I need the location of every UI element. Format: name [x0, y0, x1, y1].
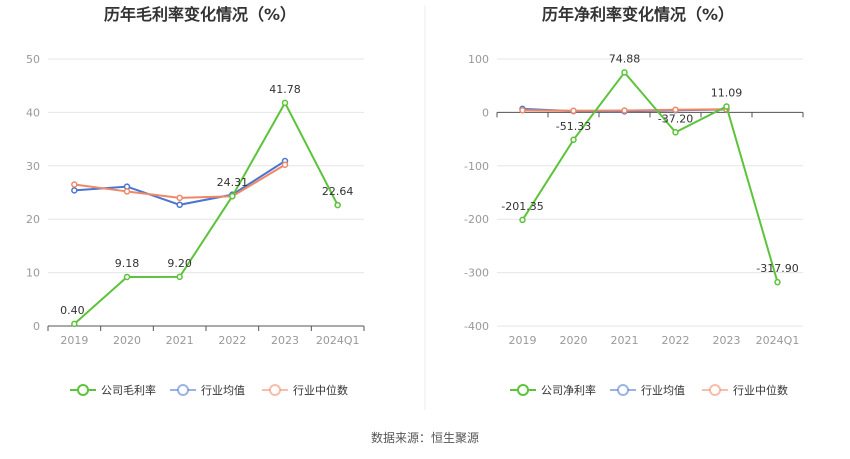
data-label: 24.31	[217, 176, 249, 189]
data-point	[774, 278, 781, 286]
data-point	[176, 194, 183, 202]
legend-swatch-marker	[177, 384, 189, 396]
legend-item: 行业均值	[170, 384, 245, 397]
x-tick-label: 2021	[166, 334, 194, 347]
legend-item: 行业中位数	[702, 383, 788, 397]
data-label: -201.35	[501, 200, 543, 213]
data-point	[71, 187, 78, 194]
y-tick-label: 0	[482, 106, 489, 119]
chart-title: 历年净利率变化情况（%）	[542, 5, 734, 24]
data-label: 0.40	[60, 304, 85, 317]
y-tick-label: -300	[464, 267, 489, 280]
data-point	[672, 129, 679, 136]
x-tick-label: 2024Q1	[316, 334, 360, 347]
x-tick-label: 2022	[218, 334, 246, 347]
data-label: -51.33	[556, 120, 591, 133]
data-label: 9.18	[115, 257, 140, 270]
x-tick-label: 2023	[713, 334, 741, 347]
legend-swatch-marker	[517, 384, 529, 396]
series-line	[73, 100, 339, 325]
y-tick-label: -100	[464, 160, 489, 173]
net-margin-chart: 历年净利率变化情况（%） -400 -300 -200 -100 0 100 2019 2020…	[464, 5, 804, 397]
data-point	[123, 188, 131, 195]
data-point	[519, 107, 526, 114]
data-label: 9.20	[167, 257, 192, 270]
data-label: 22.64	[322, 185, 354, 198]
chart-title: 历年毛利率变化情况（%）	[104, 5, 296, 24]
data-point	[229, 192, 236, 200]
data-point	[570, 107, 577, 115]
x-tick-label: 2023	[271, 334, 299, 347]
data-point	[123, 273, 131, 281]
y-tick-label: -400	[464, 320, 489, 333]
x-tick-label: 2019	[60, 334, 88, 347]
legend-swatch-marker	[77, 384, 89, 396]
data-label: -37.20	[658, 112, 693, 125]
data-point	[570, 136, 577, 144]
legend-swatch-marker	[709, 384, 721, 396]
x-tick-label: 2020	[560, 334, 588, 347]
legend-item: 行业中位数	[262, 383, 348, 397]
series-line	[521, 70, 779, 283]
y-tick-label: 50	[26, 53, 40, 66]
legend-label: 行业中位数	[733, 383, 788, 397]
data-point	[71, 320, 78, 328]
data-label: 74.88	[609, 52, 641, 65]
x-tick-label: 2024Q1	[756, 334, 800, 347]
y-tick-label: 0	[33, 320, 40, 333]
data-point	[519, 216, 526, 224]
legend-label: 公司毛利率	[101, 383, 156, 397]
x-tick-label: 2021	[611, 334, 639, 347]
data-label: -317.90	[756, 262, 798, 275]
legend-label: 公司净利率	[541, 383, 596, 397]
data-point	[672, 106, 679, 113]
legend-label: 行业中位数	[293, 383, 348, 397]
data-label: 41.78	[269, 83, 301, 96]
data-label: 11.09	[711, 86, 743, 99]
legend-item: 公司毛利率	[70, 383, 156, 397]
data-point	[621, 69, 628, 76]
y-tick-label: 20	[26, 213, 40, 226]
legend-item: 行业均值	[610, 384, 685, 397]
y-tick-label: 30	[26, 160, 40, 173]
legend-item: 公司净利率	[510, 383, 596, 397]
data-point	[281, 99, 289, 107]
legend-swatch-marker	[269, 384, 281, 396]
gross-margin-chart: 历年毛利率变化情况（%） 0 10 20 30 40 50 2019 2020 2021 2022 2…	[26, 5, 365, 397]
y-tick-label: 100	[468, 53, 489, 66]
data-point	[334, 201, 341, 209]
legend-label: 行业均值	[201, 384, 245, 397]
y-tick-label: 10	[26, 267, 40, 280]
x-tick-label: 2022	[662, 334, 690, 347]
data-point	[723, 103, 730, 110]
y-tick-label: 40	[26, 106, 40, 119]
data-point	[176, 201, 183, 209]
x-tick-label: 2020	[113, 334, 141, 347]
data-point	[176, 273, 183, 281]
data-point	[281, 161, 289, 168]
source-note: 数据来源：恒生聚源	[371, 430, 479, 445]
legend-label: 行业均值	[641, 384, 685, 397]
data-point	[71, 181, 78, 188]
x-tick-label: 2019	[509, 334, 537, 347]
legend-swatch-marker	[617, 384, 629, 396]
data-point	[621, 107, 628, 114]
y-tick-label: -200	[464, 213, 489, 226]
